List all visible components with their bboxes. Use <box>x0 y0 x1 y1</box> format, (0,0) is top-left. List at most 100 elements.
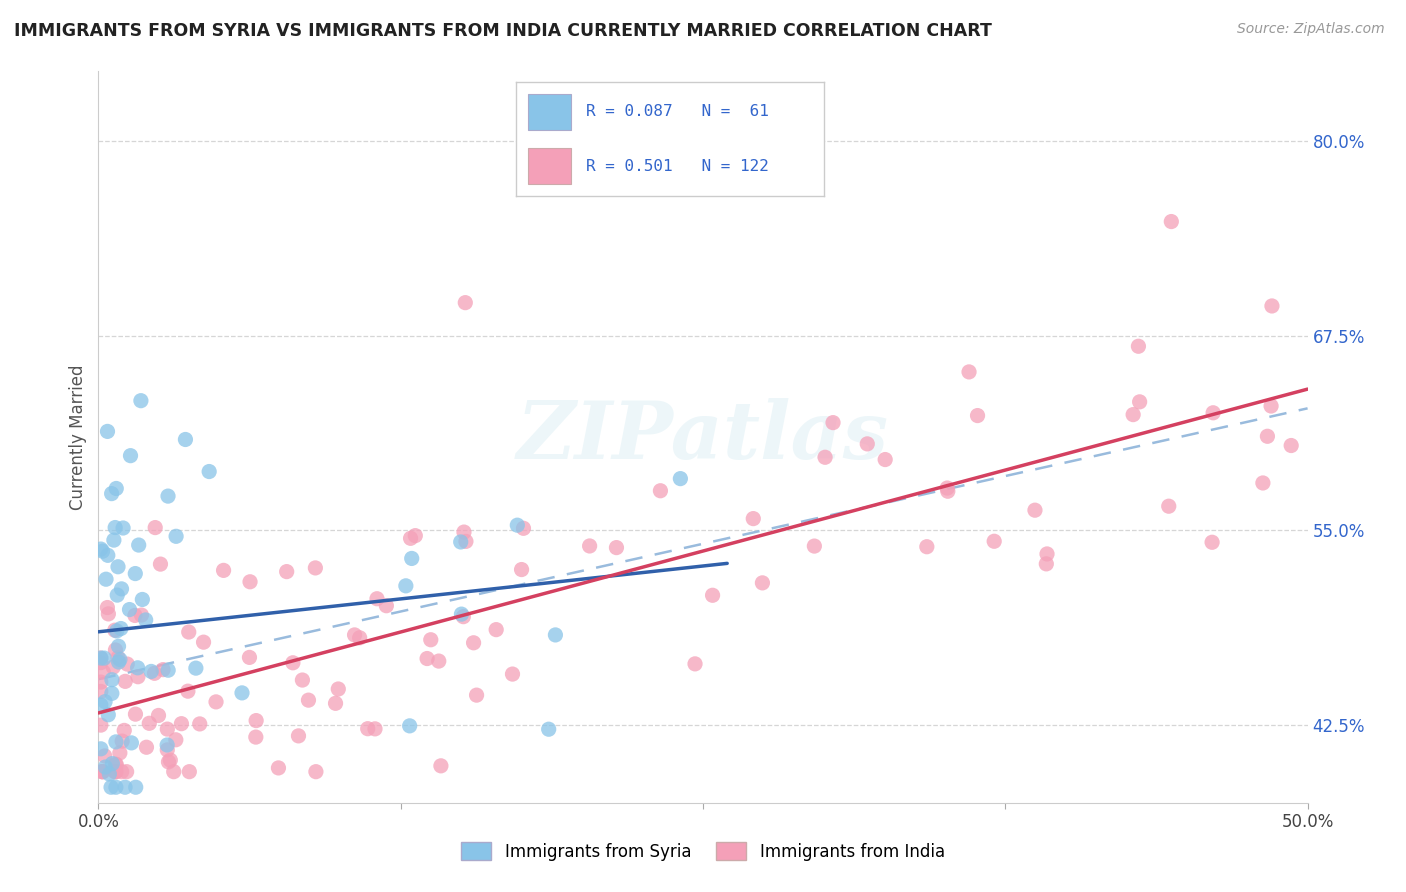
Point <box>957 365 980 379</box>
Point <box>152 663 174 677</box>
Legend: Immigrants from Syria, Immigrants from India: Immigrants from Syria, Immigrants from I… <box>454 836 952 868</box>
Point <box>875 452 897 467</box>
Point <box>291 673 314 687</box>
Point <box>245 714 267 728</box>
Point <box>135 613 157 627</box>
Point <box>231 686 253 700</box>
Point <box>1279 438 1302 452</box>
Point <box>94 760 117 774</box>
Point <box>143 520 166 534</box>
Point <box>165 529 187 543</box>
Point <box>107 559 129 574</box>
Text: Source: ZipAtlas.com: Source: ZipAtlas.com <box>1237 22 1385 37</box>
Point <box>537 723 560 737</box>
Point <box>112 723 135 738</box>
Point <box>107 640 129 654</box>
Point <box>104 757 127 772</box>
Point <box>90 651 112 665</box>
Point <box>1160 214 1182 228</box>
Point <box>97 549 120 563</box>
Point <box>205 695 228 709</box>
Y-axis label: Currently Married: Currently Married <box>69 364 87 510</box>
Point <box>100 780 122 795</box>
Point <box>1122 408 1144 422</box>
Point <box>650 483 672 498</box>
Point <box>110 582 132 596</box>
Point <box>375 599 398 613</box>
Point <box>91 764 114 779</box>
Point <box>281 656 304 670</box>
Point <box>512 521 534 535</box>
Point <box>510 563 533 577</box>
Point <box>239 574 262 589</box>
Point <box>94 572 117 586</box>
Point <box>936 484 959 499</box>
Point <box>138 716 160 731</box>
Point <box>124 707 146 722</box>
Point <box>814 450 837 465</box>
Point <box>366 591 388 606</box>
Point <box>188 717 211 731</box>
Point <box>111 764 134 779</box>
Point <box>1036 547 1059 561</box>
Point <box>104 780 127 795</box>
Point <box>179 764 201 779</box>
Point <box>506 518 529 533</box>
Point <box>267 761 290 775</box>
Point <box>157 755 180 769</box>
Point <box>427 654 450 668</box>
Point <box>304 561 326 575</box>
Point <box>856 437 879 451</box>
Point <box>821 416 844 430</box>
Point <box>1256 429 1278 443</box>
Point <box>96 600 118 615</box>
Point <box>163 764 186 779</box>
Point <box>212 563 235 577</box>
Point <box>364 722 387 736</box>
Point <box>399 531 422 545</box>
Point <box>105 482 128 496</box>
Point <box>193 635 215 649</box>
Point <box>97 607 120 621</box>
Point <box>104 623 127 637</box>
Point <box>128 538 150 552</box>
Point <box>107 650 129 665</box>
Point <box>104 764 127 779</box>
Point <box>1024 503 1046 517</box>
Point <box>93 748 115 763</box>
Point <box>157 663 180 677</box>
Point <box>357 722 380 736</box>
Point <box>419 632 441 647</box>
Point <box>91 665 114 679</box>
Point <box>966 409 988 423</box>
Point <box>131 608 153 623</box>
Point <box>328 681 350 696</box>
Point <box>90 542 112 557</box>
Point <box>1129 395 1152 409</box>
Point <box>101 686 124 700</box>
Point <box>578 539 600 553</box>
Point <box>105 624 128 638</box>
Point <box>101 756 124 771</box>
Point <box>156 722 179 736</box>
Point <box>454 534 477 549</box>
Point <box>915 540 938 554</box>
Point <box>416 651 439 665</box>
Point <box>465 688 488 702</box>
Point <box>1260 399 1282 413</box>
Point <box>90 684 112 698</box>
Point <box>453 525 475 540</box>
Point <box>398 719 420 733</box>
Point <box>463 636 485 650</box>
Point <box>118 602 141 616</box>
Point <box>157 489 180 503</box>
Point <box>127 670 149 684</box>
Point <box>124 608 146 623</box>
Point <box>112 521 135 535</box>
Point <box>94 695 117 709</box>
Point <box>104 520 127 534</box>
Point <box>125 780 148 795</box>
Point <box>107 655 129 669</box>
Point <box>93 651 115 665</box>
Point <box>104 643 127 657</box>
